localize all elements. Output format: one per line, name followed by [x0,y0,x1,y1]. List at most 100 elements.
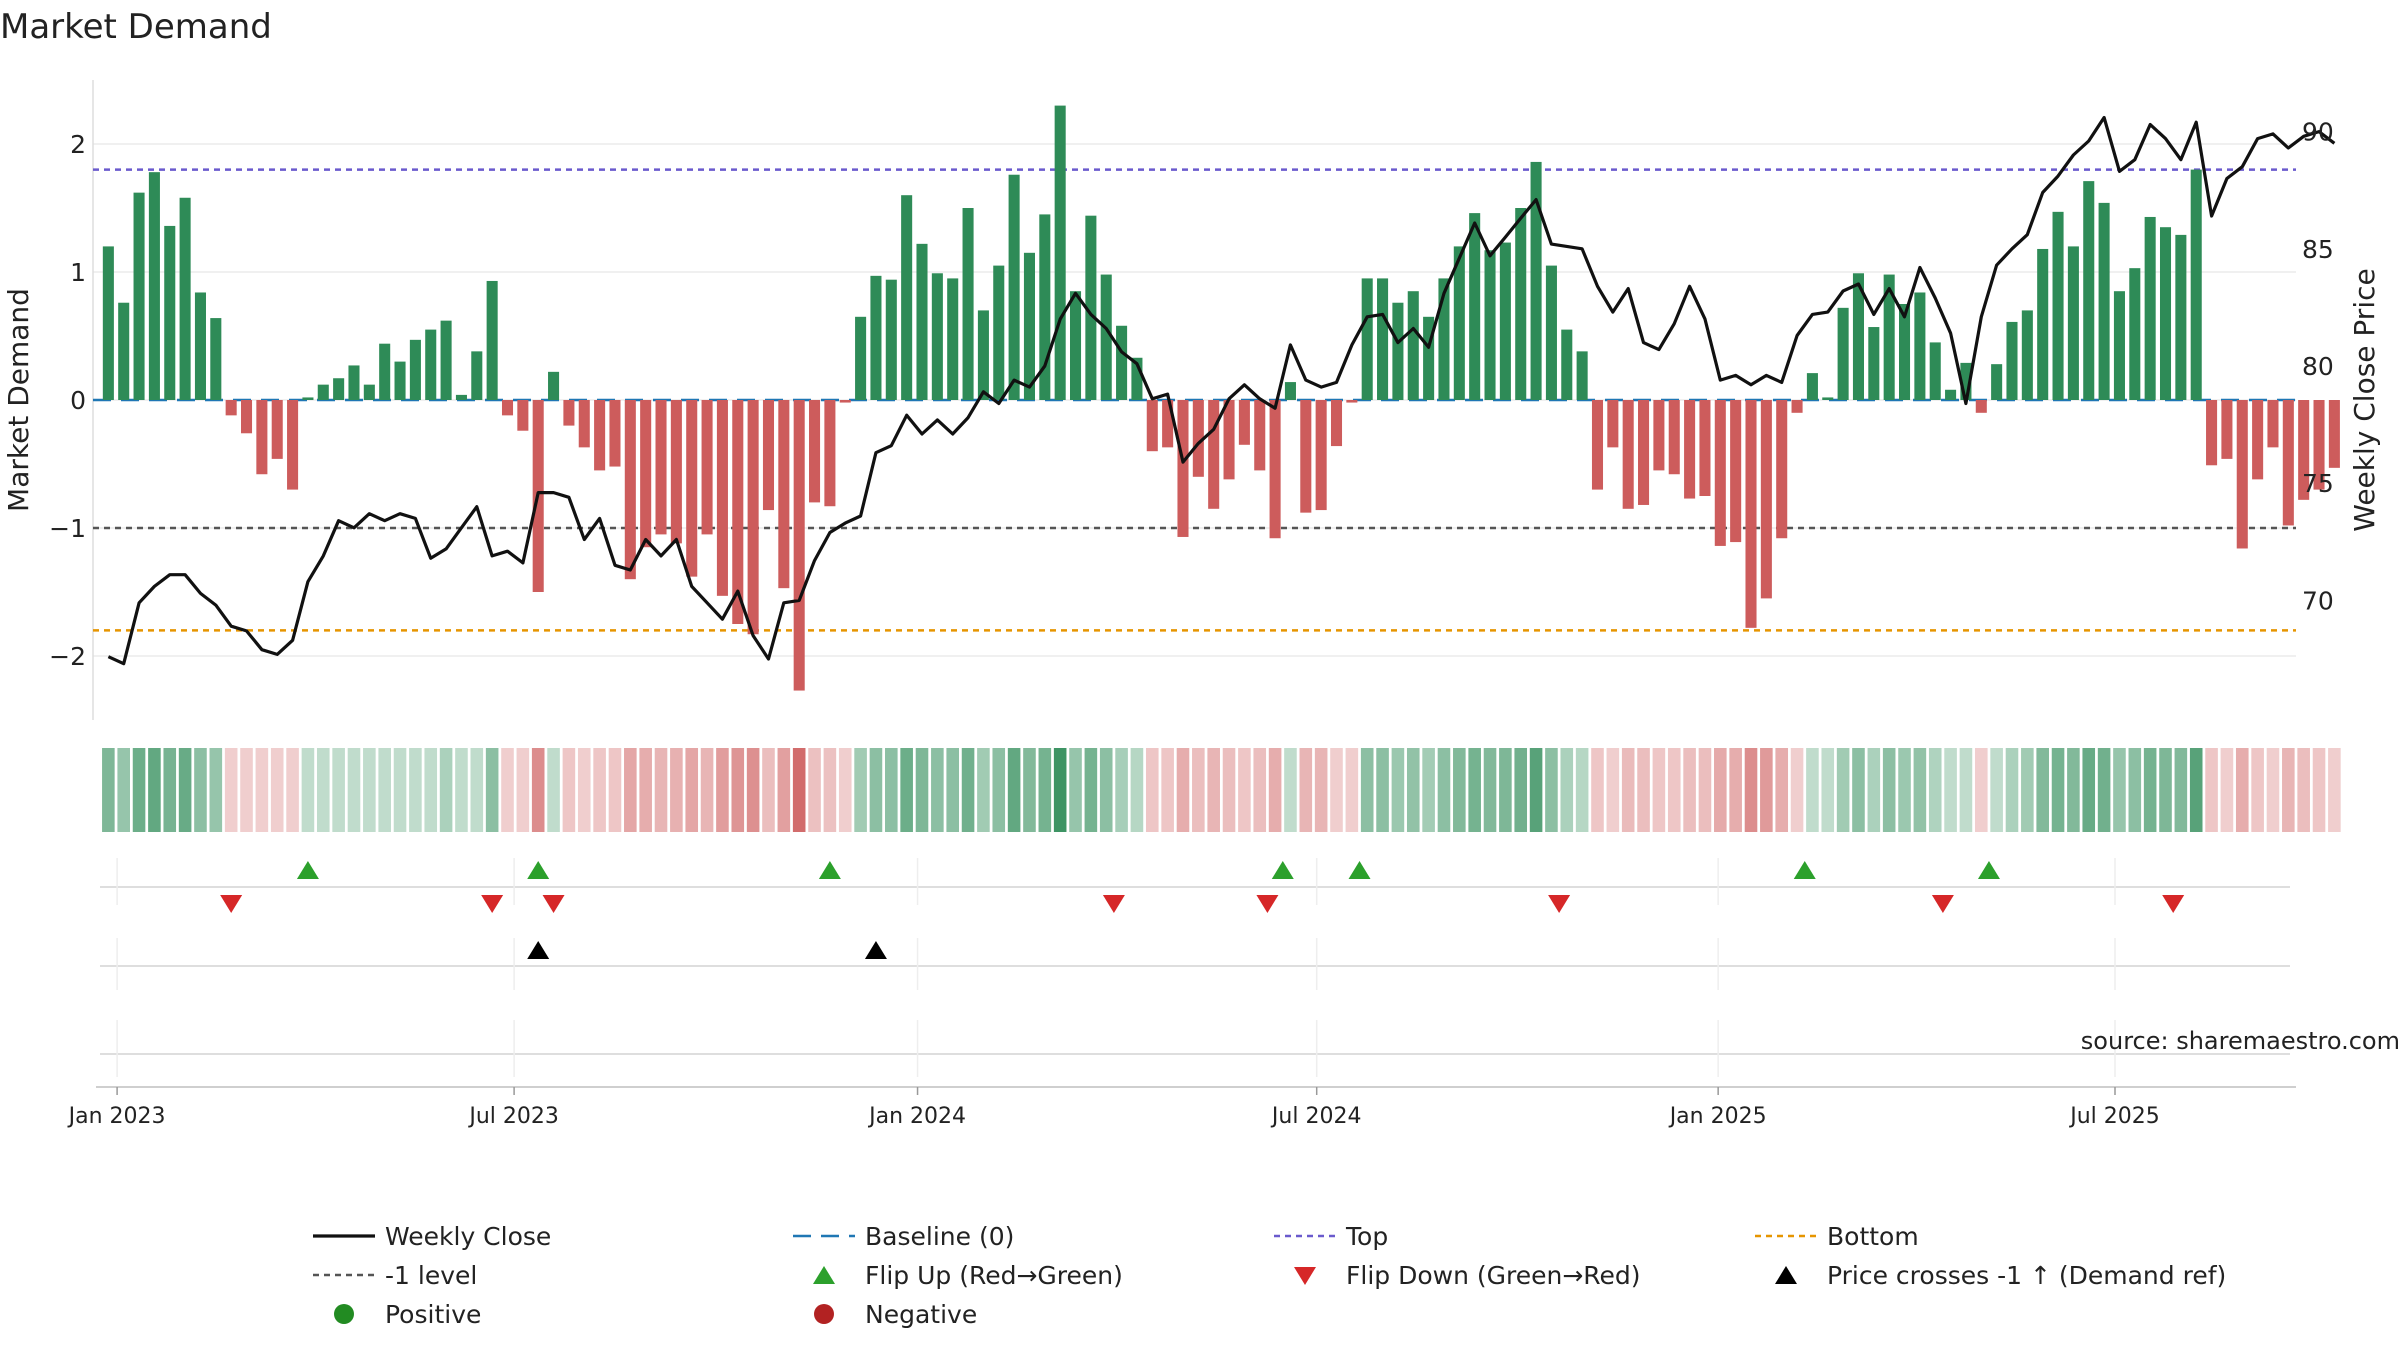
positive-bar [2083,181,2095,400]
legend-label-flip-down: Flip Down (Green→Red) [1346,1261,1641,1290]
strip-cell [1974,748,1988,832]
negative-bar [2313,400,2325,490]
strip-cell [931,748,944,832]
negative-bar [655,400,667,535]
flip-down-marker [1102,895,1125,913]
strip-cell [270,748,284,832]
positive-bar [1039,214,1051,400]
strip-cell [178,748,192,832]
positive-bar [1868,327,1880,400]
positive-bar [455,394,467,400]
flip-up-marker [1271,861,1294,879]
negative-bar [1162,400,1174,448]
strip-cell [2174,748,2188,832]
negative-bar [1776,400,1788,539]
strip-cell [1376,748,1389,832]
price-cross-marker [864,941,887,959]
negative-bar [1653,400,1665,471]
negative-bar [1684,400,1696,499]
negative-bar [1146,400,1158,452]
negative-bar [1714,400,1726,546]
strip-cell [209,748,223,832]
strip-cell [102,748,115,832]
negative-bar [594,400,606,471]
strip-cell [1852,748,1865,832]
strip-cell [2312,748,2326,832]
strip-cell [1130,748,1144,832]
negative-bar [2236,400,2248,549]
positive-bar [1929,342,1941,400]
strip-cell [1959,748,1973,832]
strip-cell [1760,748,1773,832]
negative-bar [1238,400,1250,445]
negative-bar [1346,400,1358,403]
negative-bar [624,400,636,580]
negative-bar [670,400,682,544]
positive-bar [1054,105,1066,400]
positive-bar [1576,351,1588,400]
strip-cell [485,748,499,832]
positive-bar [164,225,176,400]
x-axis: Jan 2023 Jul 2023 Jan 2024 Jul 2024 Jan 2025… [67,1086,2296,1129]
strip-cell [1330,748,1343,832]
strip-cell [885,748,898,832]
strip-cell [1192,748,1205,832]
strip-cell [2021,748,2034,832]
strip-cell [1744,748,1758,832]
negative-bar [609,400,621,467]
strip-cell [777,748,791,832]
positive-bar [855,316,867,400]
strip-cell [2113,748,2126,832]
negative-bar [1223,400,1235,480]
strip-cell [1591,748,1604,832]
positive-bar [931,273,943,400]
positive-bar [870,275,882,400]
strip-cell [1775,748,1789,832]
strip-cell [915,748,929,832]
positive-bar [2098,202,2110,400]
left-tick-label: 2 [70,130,86,159]
price-cross-marker [527,941,550,959]
strip-cell [1714,748,1727,832]
positive-bar [194,292,206,400]
strip-cell [2005,748,2019,832]
strip-cell [409,748,422,832]
positive-bar [1515,208,1527,400]
strip-cell [2128,748,2142,832]
legend-cross-swatch [1775,1266,1797,1284]
strip-cell [1023,748,1036,832]
strip-cell [2067,748,2080,832]
positive-bar [548,371,560,400]
positive-bar [1822,397,1834,400]
strip-cell [670,748,683,832]
positive-bar [409,339,421,400]
strip-cell [1575,748,1589,832]
strip-cell [1268,748,1282,832]
strip-cell [194,748,207,832]
strip-cell [2297,748,2310,832]
strip-cell [1621,748,1635,832]
strip-cell [1483,748,1497,832]
strip-cell [132,748,146,832]
strip-cell [1406,748,1420,832]
positive-bar [333,378,345,400]
right-tick-label: 90 [2302,118,2334,147]
strip-cell [1222,748,1236,832]
strip-cell [1176,748,1190,832]
strip-cell [1115,748,1128,832]
strip-cell [792,748,806,832]
negative-bar [1760,400,1772,599]
negative-bar [839,400,851,403]
positive-bar [394,361,406,400]
positive-bar [1806,373,1818,400]
demand-heat-strip [102,748,2341,832]
strip-cell [1499,748,1512,832]
legend-label-bottom: Bottom [1827,1222,1919,1251]
flip-down-marker [481,895,504,913]
strip-cell [1683,748,1696,832]
negative-bar [2206,400,2218,466]
negative-bar [2282,400,2294,526]
negative-bar [686,400,698,577]
strip-cell [224,748,238,832]
negative-bar [1300,400,1312,513]
